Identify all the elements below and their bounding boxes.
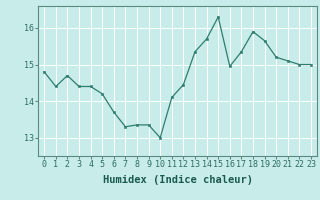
- X-axis label: Humidex (Indice chaleur): Humidex (Indice chaleur): [103, 175, 252, 185]
